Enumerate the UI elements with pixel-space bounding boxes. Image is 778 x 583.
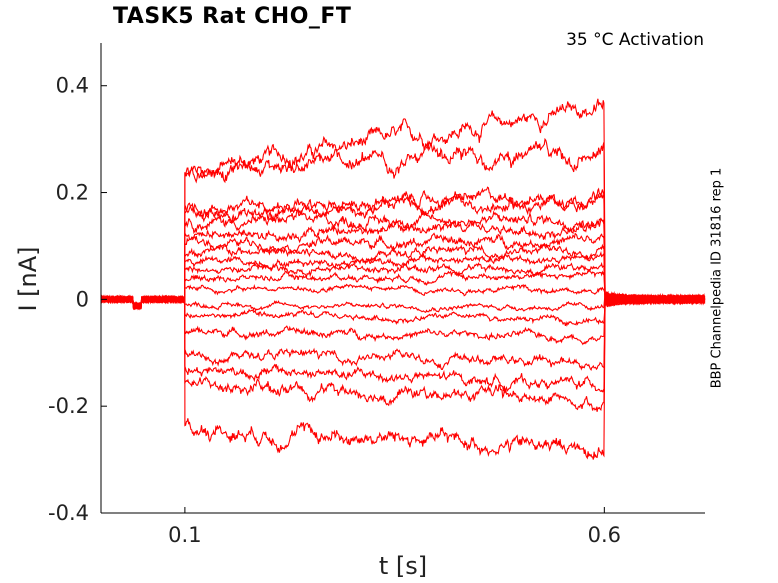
current-trace-2 [100,137,706,309]
current-trace-10 [100,261,706,311]
x-tick-label: 0.6 [588,523,621,547]
current-trace-1 [100,98,705,310]
current-trace-6 [100,217,706,311]
current-trace-19 [100,292,706,460]
current-trace-11 [100,268,706,310]
x-tick-label: 0.1 [168,523,201,547]
current-trace-13 [100,292,706,314]
current-trace-8 [100,242,706,310]
y-tick-label: 0.4 [56,74,89,98]
current-trace-17 [100,293,706,393]
y-tick-label: -0.2 [48,394,89,418]
temperature-annotation: 35 °C Activation [566,30,704,50]
axes-group: 0.4 0.2 0 -0.2 -0.4 0.1 0.6 [48,43,705,547]
current-trace-15 [100,291,706,346]
current-trace-7 [100,232,706,310]
y-axis-label: I [nA] [14,246,42,312]
side-label: BBP Channelpedia ID 31816 rep 1 [709,167,725,389]
current-trace-18 [100,292,706,412]
y-tick-label: -0.4 [48,501,89,525]
y-tick-label: 0 [76,287,89,311]
current-trace-12 [100,283,706,308]
current-trace-4 [100,193,706,310]
chart-title: TASK5 Rat CHO_FT [113,4,352,29]
x-axis-label: t [s] [378,552,428,580]
current-trace-9 [100,250,706,310]
traces-group [100,98,706,460]
y-tick-label: 0.2 [56,181,89,205]
current-trace-14 [100,290,706,327]
current-trace-16 [100,292,706,371]
current-trace-3 [100,186,706,308]
